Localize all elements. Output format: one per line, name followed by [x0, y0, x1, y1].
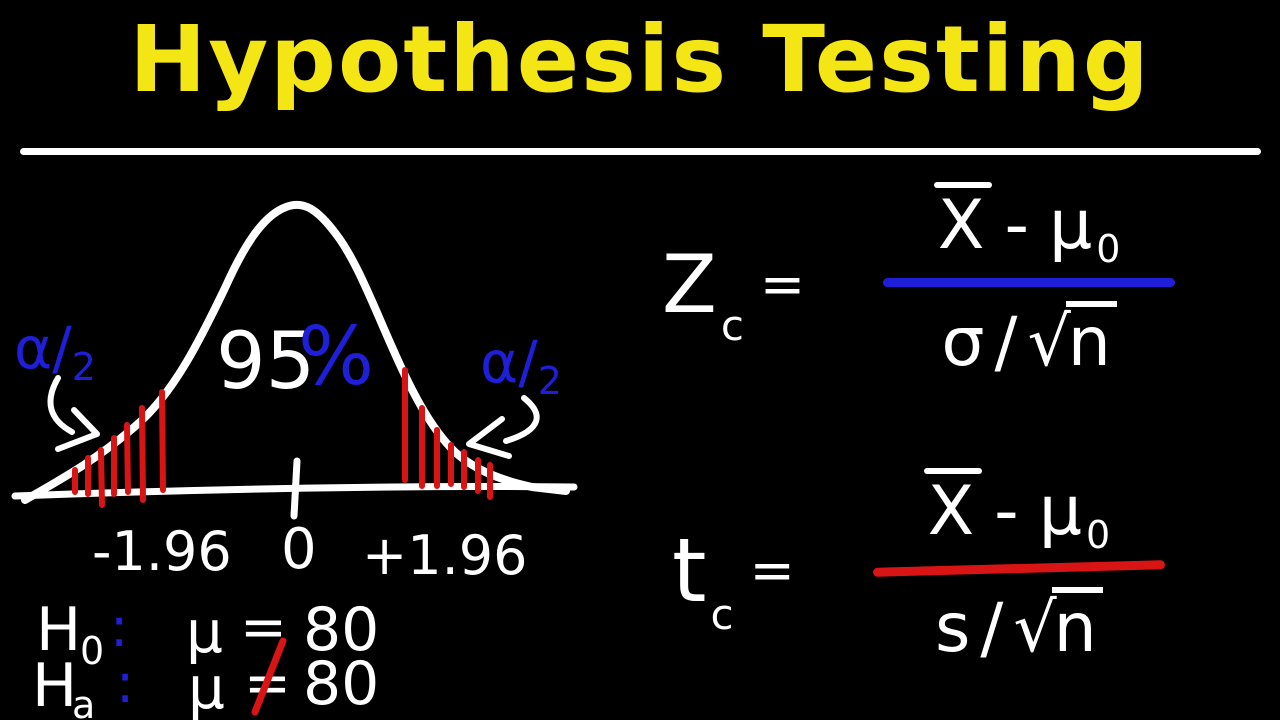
ha-symbol: H [32, 651, 77, 720]
not-equal-slash [251, 637, 287, 716]
mu-subscript: 0 [1096, 227, 1121, 271]
t-denominator: s / √n [935, 587, 1103, 663]
ha-value: 80 [303, 649, 379, 719]
tick-label-zero: 0 [281, 517, 317, 582]
title-underline [20, 148, 1261, 155]
mu-subscript: 0 [1085, 513, 1111, 557]
minus-sign: - [1004, 186, 1029, 265]
ha-mu: μ [188, 654, 225, 720]
tick-label-pos196: +1.96 [362, 524, 527, 587]
h0-subscript: 0 [80, 629, 104, 673]
z-denominator: σ / √n [941, 301, 1117, 377]
s-symbol: s [934, 589, 971, 668]
right-tail-arrow [503, 395, 540, 444]
divide-slash: / [994, 303, 1018, 382]
sqrt-symbol: √ [1013, 589, 1057, 668]
z-symbol: Zc [662, 237, 744, 350]
mu-symbol: μ [1049, 186, 1093, 265]
h0-mu: μ [186, 598, 223, 666]
mu-symbol: μ [1038, 472, 1082, 551]
left-tail-arrow [47, 375, 75, 435]
t-fraction-bar [872, 560, 1165, 577]
right-tail-shading [402, 367, 493, 500]
confidence-value: 95 [216, 317, 315, 407]
divide-slash: / [980, 589, 1004, 668]
x-bar-symbol: X [923, 468, 982, 551]
left-tail-shading [72, 389, 166, 508]
sqrt-symbol: √ [1027, 303, 1071, 382]
ha-subscript: a [72, 683, 95, 720]
tick-label-neg196: -1.96 [92, 520, 232, 583]
h0-symbol: H [36, 595, 81, 665]
ha-colon: : [116, 652, 134, 715]
h0-value: 80 [303, 595, 379, 665]
left-alpha-label: α/2 [14, 314, 96, 389]
null-hypothesis-row: H 0 : μ = 80 [36, 595, 379, 673]
bell-curve [21, 200, 570, 504]
minus-sign: - [994, 472, 1019, 551]
t-symbol: tc [672, 518, 734, 639]
t-equals-sign: = [749, 538, 795, 602]
sqrt-radicand: n [1051, 587, 1103, 663]
z-equals-sign: = [759, 252, 806, 316]
left-tail-arrowhead [55, 407, 100, 452]
bell-curve-diagram: α/2 α/2 95 % -1.96 0 +1.96 H 0 : μ = 80 … [11, 200, 578, 720]
t-subscript: c [710, 589, 734, 639]
right-alpha-label: α/2 [480, 328, 562, 403]
x-bar-symbol: X [933, 182, 992, 265]
h0-colon: : [110, 596, 128, 659]
sigma-symbol: σ [941, 303, 985, 382]
alt-hypothesis-row: H a : μ = 80 [32, 637, 379, 720]
page-title: Hypothesis Testing [129, 6, 1151, 113]
sqrt-radicand: n [1065, 301, 1117, 377]
percent-sign: % [298, 310, 374, 403]
z-fraction-bar [883, 278, 1176, 287]
x-axis [11, 482, 578, 500]
axis-tick-zero [290, 457, 301, 520]
z-subscript: c [720, 300, 744, 350]
right-tail-arrowhead [466, 416, 512, 459]
